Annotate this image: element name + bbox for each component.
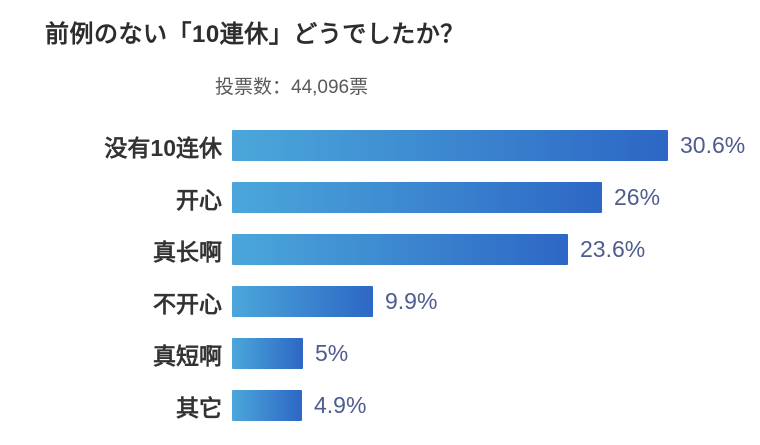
bar-label: 开心 <box>176 186 222 213</box>
bar-label: 不开心 <box>153 290 222 317</box>
chart-row: 开心 26% <box>0 182 760 213</box>
bar <box>232 130 668 161</box>
chart-row: 没有10连休 30.6% <box>0 130 760 161</box>
vote-count-subtitle: 投票数：44,096票 <box>215 77 369 98</box>
bar-label: 真长啊 <box>153 238 222 265</box>
bar-value: 23.6% <box>580 236 646 262</box>
bar <box>232 390 302 421</box>
bar-label: 其它 <box>176 394 222 421</box>
bar-value: 4.9% <box>314 392 367 418</box>
chart-row: 真长啊 23.6% <box>0 234 760 265</box>
page-title: 前例のない「10連休」どうでしたか？ <box>45 21 465 48</box>
chart-row: 真短啊 5% <box>0 338 760 369</box>
bar <box>232 338 303 369</box>
bar-chart: 没有10连休 30.6% 开心 26% 真长啊 23.6% 不开心 9.9% 真… <box>0 130 760 442</box>
bar <box>232 234 568 265</box>
bar-value: 5% <box>315 340 349 366</box>
chart-row: 不开心 9.9% <box>0 286 760 317</box>
bar-value: 30.6% <box>680 132 746 158</box>
bar <box>232 286 373 317</box>
chart-row: 其它 4.9% <box>0 390 760 421</box>
bar-label: 没有10连休 <box>104 134 222 161</box>
bar-value: 26% <box>614 184 661 210</box>
bar-label: 真短啊 <box>153 342 222 369</box>
bar-value: 9.9% <box>385 288 438 314</box>
bar <box>232 182 602 213</box>
